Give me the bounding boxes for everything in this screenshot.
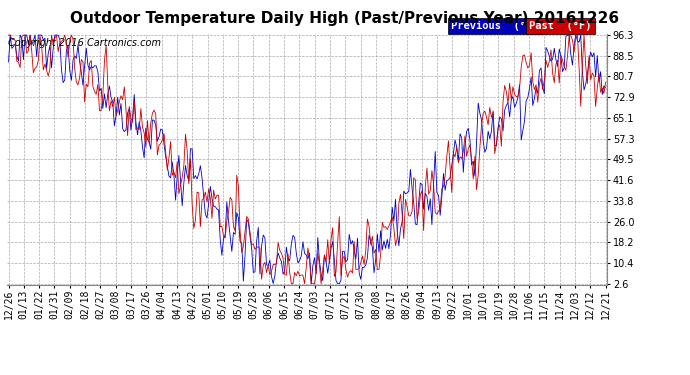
Text: Outdoor Temperature Daily High (Past/Previous Year) 20161226: Outdoor Temperature Daily High (Past/Pre… <box>70 11 620 26</box>
Text: Past  (°F): Past (°F) <box>529 21 591 31</box>
Text: Previous  (°F): Previous (°F) <box>451 21 539 31</box>
Text: Copyright 2016 Cartronics.com: Copyright 2016 Cartronics.com <box>8 38 161 48</box>
